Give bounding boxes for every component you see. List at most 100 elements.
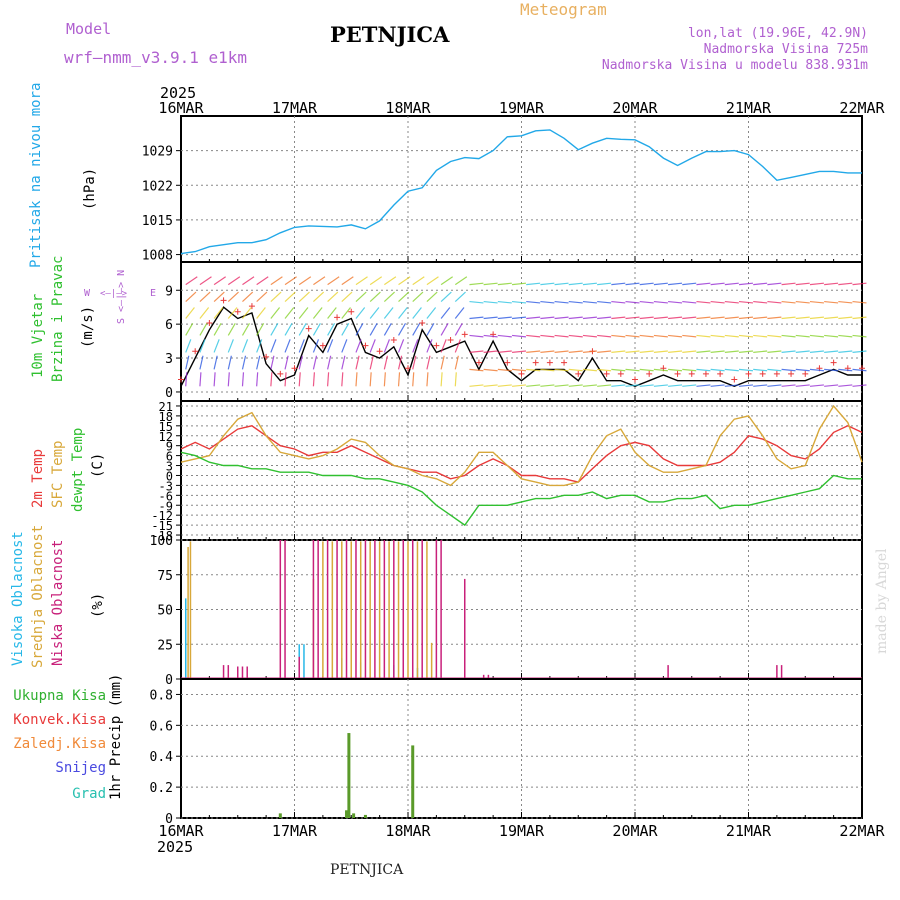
- wind-direction-arrow: [526, 316, 541, 320]
- wind-direction-arrow: [540, 384, 555, 387]
- wind-direction-arrow: [341, 307, 351, 319]
- wind-direction-arrow: [312, 355, 318, 370]
- wind-direction-arrow: [185, 291, 197, 302]
- wind-direction-arrow: [199, 372, 202, 387]
- wind-direction-arrow: [668, 316, 683, 320]
- wind-direction-arrow: [625, 300, 640, 304]
- wind-direction-arrow: [369, 355, 374, 370]
- wind-gust-marker: [802, 370, 809, 377]
- wind-gust-marker: [248, 303, 255, 310]
- wind-gust-marker: [617, 370, 624, 377]
- wind-direction-arrow: [327, 291, 339, 302]
- wind-gust-marker: [646, 370, 653, 377]
- wind-direction-arrow: [511, 282, 527, 286]
- wind-direction-arrow: [327, 307, 337, 319]
- wind-gust-marker: [759, 370, 766, 377]
- wind-gust-marker: [447, 336, 454, 343]
- wind-direction-arrow: [426, 372, 429, 387]
- wind-direction-arrow: [582, 350, 597, 354]
- wind-direction-arrow: [625, 384, 640, 387]
- wind-direction-arrow: [639, 300, 654, 304]
- precip-ytick-label: 0.4: [150, 750, 174, 765]
- wind-ytick-label: 9: [165, 284, 173, 299]
- wind-series-brzina: [180, 306, 862, 388]
- precip-legend-convective: Konvek.Kisa: [13, 712, 106, 728]
- wind-direction-arrow: [241, 372, 245, 387]
- wind-direction-arrow: [341, 372, 344, 387]
- wind-w-letter: W: [84, 288, 91, 299]
- precip-legend-freezing: Zaledj.Kisa: [13, 736, 106, 752]
- wind-direction-arrow: [682, 282, 697, 286]
- temp-ytick-label: -15: [151, 519, 173, 533]
- wind-direction-arrow: [653, 384, 668, 387]
- wind-direction-arrow: [809, 282, 824, 286]
- wind-direction-arrow: [852, 350, 867, 354]
- wind-direction-arrow: [838, 334, 853, 338]
- wind-direction-arrow: [242, 307, 252, 319]
- wind-direction-arrow: [227, 372, 230, 387]
- wind-direction-arrow: [440, 323, 449, 336]
- wind-direction-arrow: [497, 334, 512, 338]
- wind-direction-arrow: [369, 372, 372, 387]
- wind-direction-arrow: [412, 339, 419, 353]
- wind-direction-arrow: [327, 339, 334, 353]
- wind-direction-arrow: [469, 300, 484, 304]
- wind-direction-arrow: [341, 276, 354, 286]
- wind-direction-arrow: [540, 316, 555, 320]
- wind-direction-arrow: [781, 334, 796, 338]
- wind-direction-arrow: [497, 384, 512, 387]
- time-tick-label: 18MAR: [385, 822, 431, 840]
- wind-direction-arrow: [256, 355, 261, 370]
- wind-direction-arrow: [298, 291, 310, 302]
- wind-direction-arrow: [540, 282, 555, 286]
- wind-direction-arrow: [781, 316, 796, 320]
- temp-ytick-label: -6: [159, 489, 173, 503]
- wind-direction-arrow: [369, 323, 378, 336]
- wind-direction-arrow: [682, 384, 697, 387]
- wind-direction-arrow: [710, 334, 725, 338]
- wind-direction-arrow: [838, 282, 853, 286]
- wind-direction-arrow: [440, 307, 451, 319]
- wind-direction-arrow: [724, 368, 739, 372]
- wind-direction-arrow: [639, 282, 654, 286]
- wind-direction-arrow: [738, 334, 754, 338]
- wind-gust-marker: [603, 370, 610, 377]
- wind-direction-arrow: [483, 384, 498, 387]
- time-tick-label: 21MAR: [725, 822, 772, 840]
- wind-direction-arrow: [554, 350, 569, 354]
- wind-direction-arrow: [724, 384, 739, 387]
- wind-direction-arrow: [668, 368, 683, 372]
- wind-direction-arrow: [597, 368, 612, 372]
- time-tick-label: 21MAR: [725, 99, 772, 117]
- wind-gust-marker: [575, 370, 582, 377]
- wind-direction-arrow: [554, 316, 569, 320]
- temp-ytick-label: 0: [166, 469, 173, 483]
- wind-direction-arrow: [611, 384, 626, 387]
- wind-direction-arrow: [270, 307, 281, 319]
- wind-direction-arrow: [838, 368, 853, 372]
- wind-direction-arrow: [767, 282, 782, 286]
- wind-direction-arrow: [568, 350, 583, 354]
- wind-direction-arrow: [199, 276, 212, 286]
- wind-direction-arrow: [781, 282, 796, 286]
- wind-direction-arrow: [809, 350, 824, 354]
- wind-gust-marker: [334, 314, 341, 321]
- wind-direction-arrow: [440, 291, 452, 302]
- wind-direction-arrow: [270, 276, 283, 286]
- wind-direction-arrow: [384, 276, 397, 286]
- wind-direction-arrow: [696, 316, 711, 320]
- wind-direction-arrow: [625, 316, 640, 320]
- wind-direction-arrow: [213, 276, 226, 286]
- wind-direction-arrow: [199, 355, 204, 370]
- wind-direction-arrow: [838, 316, 853, 320]
- wind-direction-arrow: [682, 300, 697, 304]
- wind-gust-marker: [206, 320, 213, 327]
- precip-ytick-label: 0.8: [150, 688, 173, 703]
- wind-direction-arrow: [397, 355, 403, 370]
- wind-direction-arrow: [653, 368, 668, 372]
- wind-direction-arrow: [824, 350, 839, 354]
- wind-direction-arrow: [795, 300, 810, 304]
- wind-direction-arrow: [682, 368, 697, 372]
- wind-direction-arrow: [852, 384, 867, 387]
- wind-direction-arrow: [526, 282, 541, 286]
